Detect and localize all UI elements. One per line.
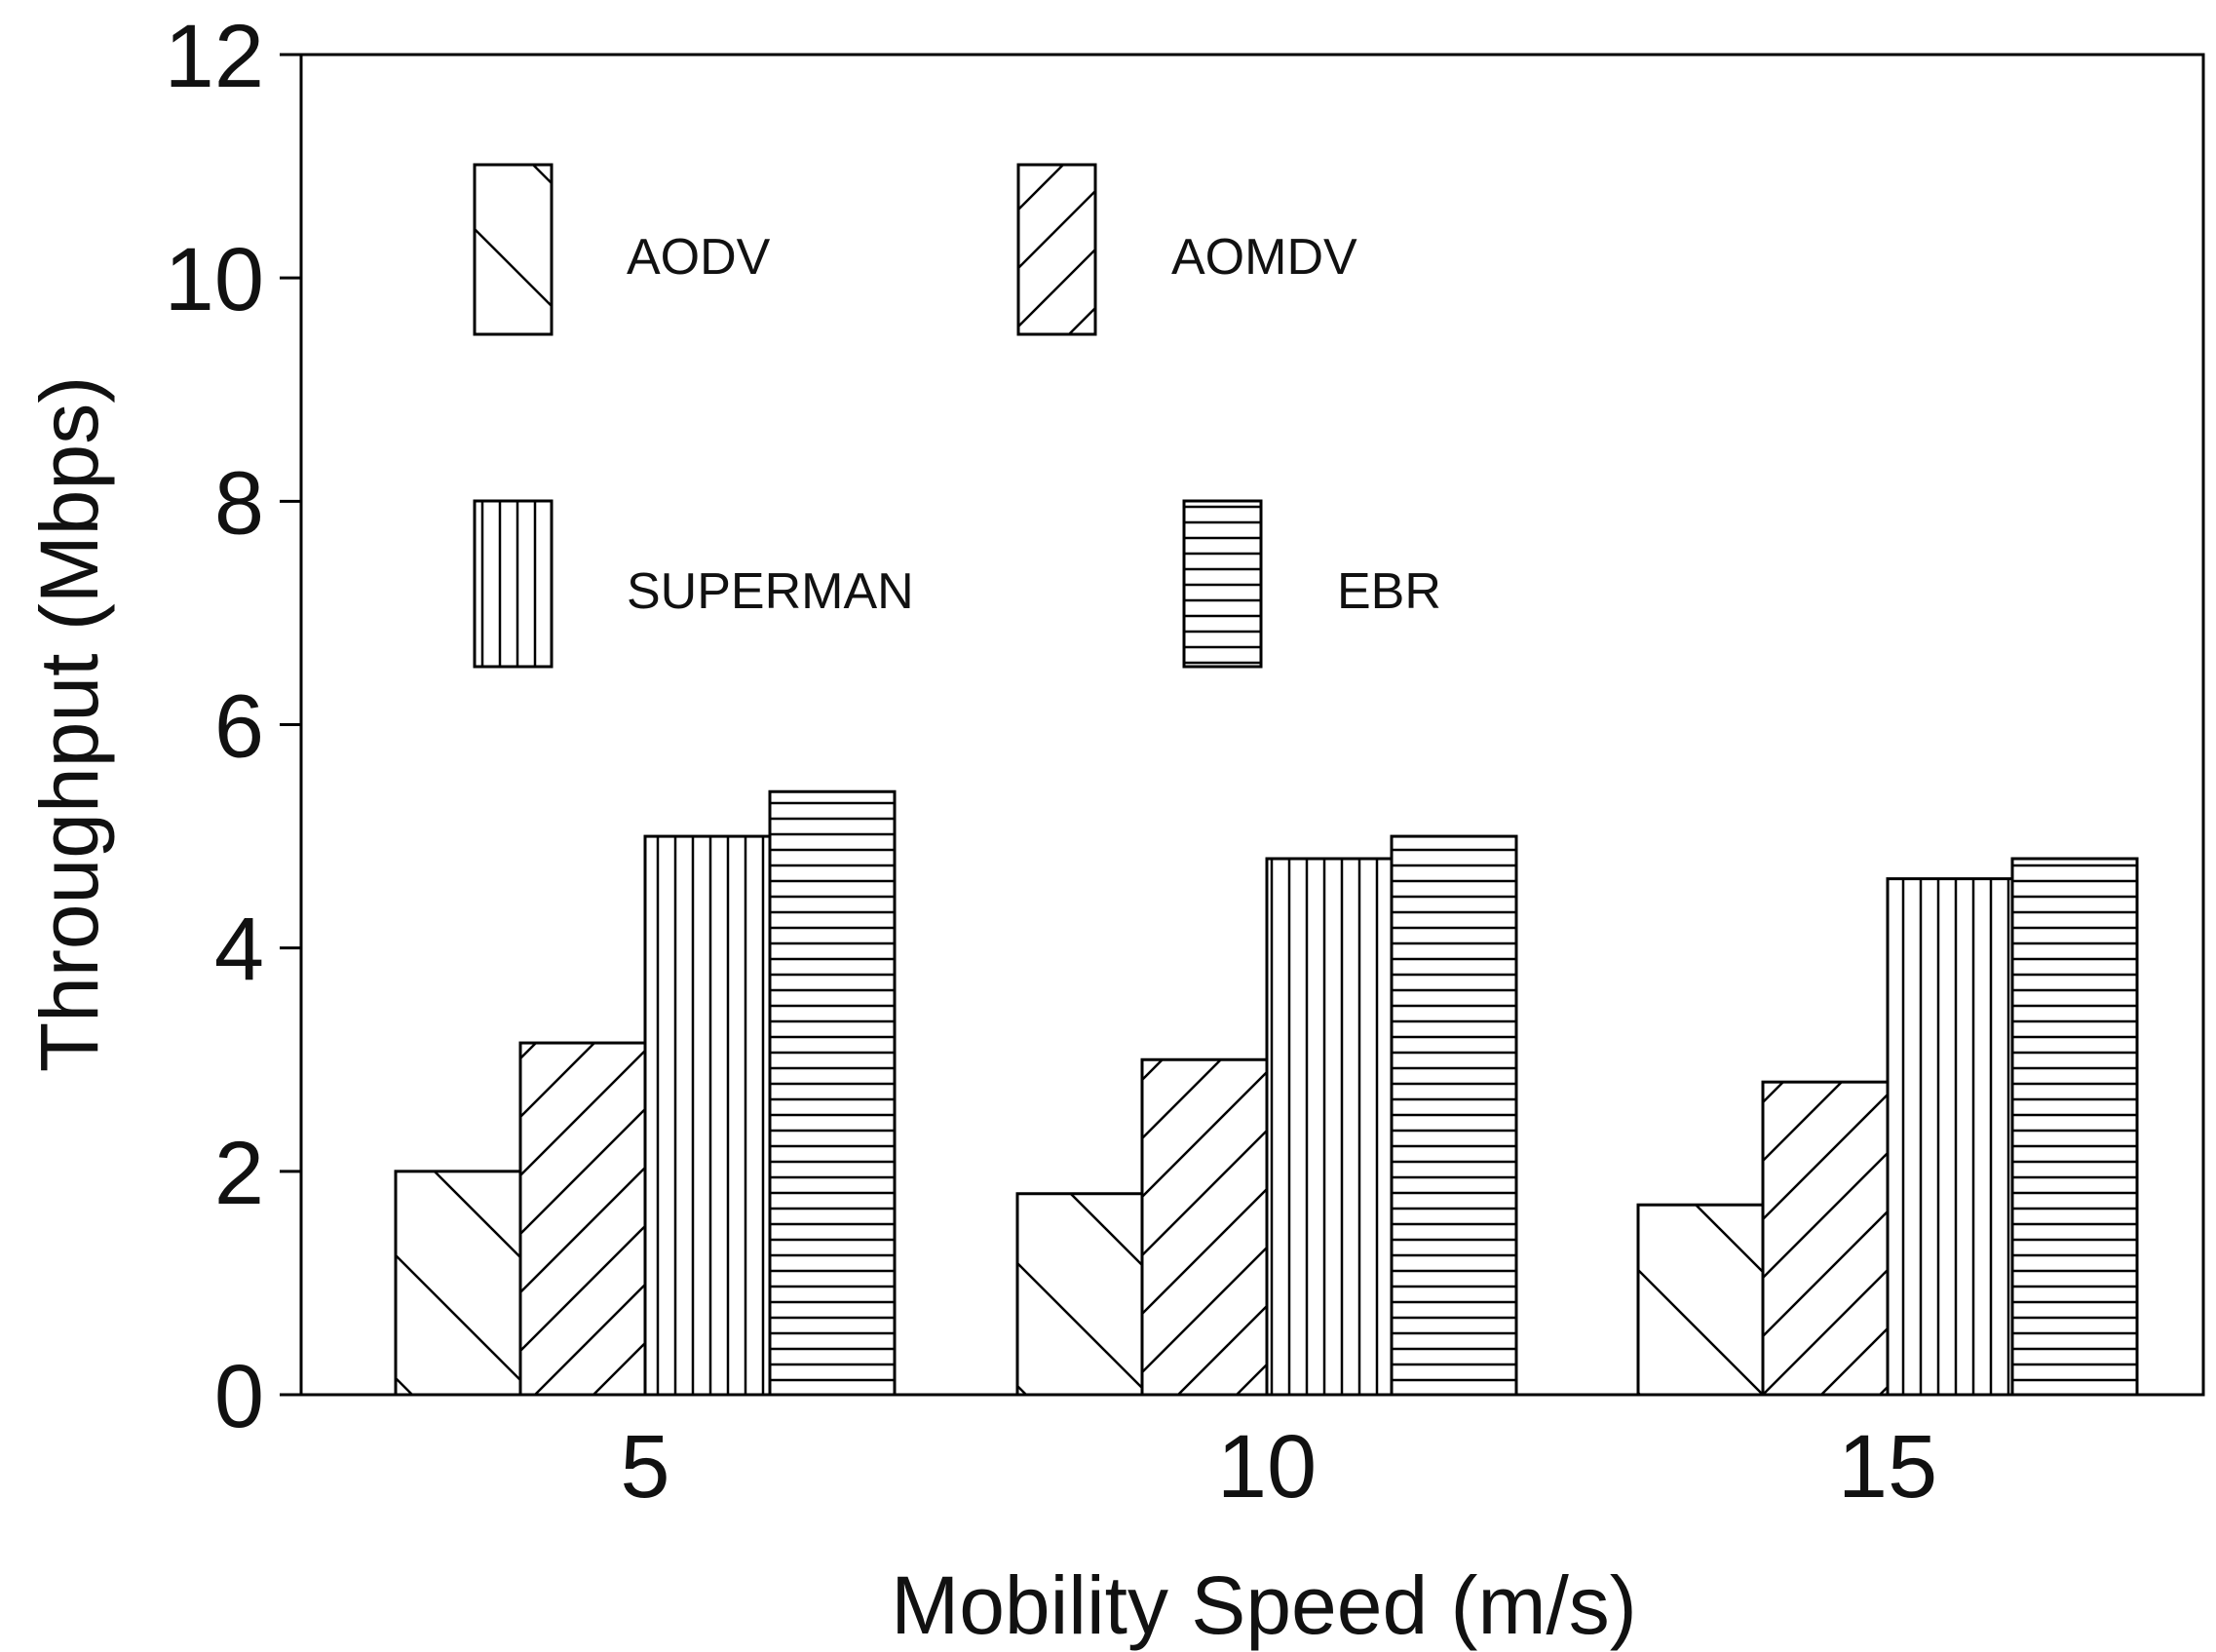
bar-ebr-10 [1390, 834, 1518, 1397]
y-tick-label: 12 [165, 7, 264, 106]
legend-swatch-aodv [473, 163, 554, 336]
y-tick-label: 2 [214, 1124, 264, 1223]
bar-aodv-15 [1636, 1203, 1765, 1397]
x-axis: 5 10 15 [620, 1417, 1937, 1517]
x-tick-label: 15 [1838, 1417, 1937, 1517]
y-axis-title: Throughput (Mbps) [23, 376, 115, 1072]
bar-superman-15 [1886, 877, 2014, 1397]
legend: AODV AOMDV SUPERMAN EBR [473, 163, 1441, 669]
bar-aodv-5 [394, 1170, 522, 1397]
y-tick-label: 8 [214, 453, 264, 553]
bar-ebr-15 [2010, 857, 2139, 1397]
legend-label-aodv: AODV [627, 229, 771, 286]
bar-superman-10 [1265, 857, 1394, 1397]
y-tick-label: 6 [214, 677, 264, 777]
x-axis-title: Mobility Speed (m/s) [891, 1559, 1637, 1651]
x-tick-label: 5 [620, 1417, 669, 1517]
bar-aomdv-10 [1140, 1057, 1269, 1397]
bars-group [394, 789, 2139, 1397]
y-tick-label: 4 [214, 901, 264, 1000]
y-tick-label: 10 [165, 230, 264, 329]
bar-aomdv-5 [518, 1041, 647, 1397]
legend-label-ebr: EBR [1337, 563, 1441, 620]
legend-swatch-superman [473, 499, 554, 669]
y-axis: 0 2 4 6 8 10 12 [165, 7, 301, 1446]
legend-label-aomdv: AOMDV [1171, 229, 1357, 286]
y-tick-label: 0 [214, 1347, 264, 1446]
bar-superman-5 [643, 834, 772, 1397]
bar-aodv-10 [1015, 1192, 1144, 1397]
bar-aomdv-15 [1761, 1080, 1890, 1397]
legend-swatch-aomdv [1016, 163, 1097, 336]
bar-ebr-5 [768, 789, 897, 1397]
legend-swatch-ebr [1182, 499, 1263, 669]
x-tick-label: 10 [1217, 1417, 1317, 1517]
legend-label-superman: SUPERMAN [627, 563, 914, 620]
